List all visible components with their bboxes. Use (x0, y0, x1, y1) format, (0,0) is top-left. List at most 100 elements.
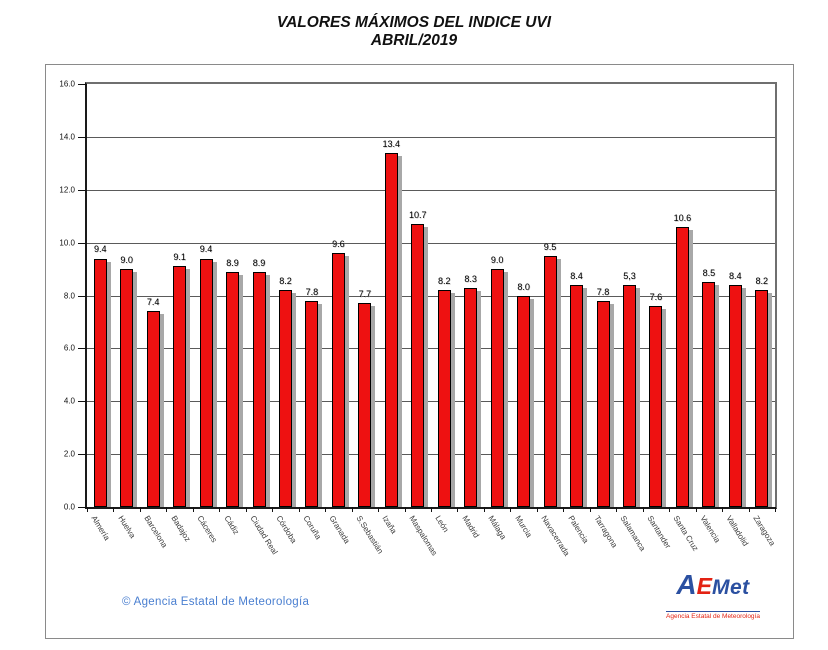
x-axis-label: Barcelona (142, 514, 170, 550)
bar (649, 306, 663, 507)
bar-value-label: 8.9 (226, 257, 239, 268)
copyright-text: © Agencia Estatal de Meteorología (122, 596, 310, 608)
x-axis-tick (722, 507, 724, 512)
x-axis-tick (351, 507, 353, 512)
x-axis-label: S.Sebastián (354, 514, 385, 556)
x-axis-label: Badajoz (168, 514, 192, 544)
x-axis-label: Granada (327, 514, 352, 546)
bar (728, 284, 742, 507)
x-axis-label: Córdoba (274, 514, 299, 545)
x-axis-tick (272, 507, 274, 512)
aemet-logo: AEMet Agencia Estatal de Meteorología (647, 570, 779, 623)
bar (305, 300, 319, 507)
bar (173, 266, 187, 507)
bar-value-label: 8.5 (702, 268, 716, 279)
x-axis-label: León (433, 514, 451, 534)
bar (358, 303, 372, 507)
bar-value-label: 8.0 (517, 281, 530, 292)
y-axis-tick (78, 454, 87, 456)
gridline (87, 348, 775, 350)
y-axis-tick-label: 12.0 (59, 185, 75, 195)
bar (120, 269, 134, 507)
bar-value-label: 9.6 (332, 239, 345, 250)
y-axis-tick (78, 295, 87, 297)
chart-title: VALORES MÁXIMOS DEL INDICE UVI ABRIL/201… (0, 14, 828, 50)
x-axis-label: Cáceres (195, 514, 219, 545)
bar-value-label: 9.0 (120, 255, 133, 266)
aemet-logo-letter-a: A (676, 569, 697, 600)
x-axis-tick (378, 507, 380, 512)
y-axis-tick-label: 0.0 (63, 502, 75, 512)
gridline (87, 401, 775, 403)
gridline (87, 454, 775, 456)
bar-value-label: 8.4 (570, 270, 583, 281)
x-axis-tick (325, 507, 327, 512)
bar-value-label: 8.3 (464, 273, 477, 284)
x-axis-tick (219, 507, 221, 512)
x-axis-tick (431, 507, 432, 512)
x-axis-tick (404, 507, 406, 512)
x-axis-label: Madrid (460, 514, 481, 540)
aemet-logo-letter-e: E (696, 573, 712, 599)
bar (278, 290, 292, 507)
bar-value-label: 9.1 (173, 252, 186, 263)
bar (331, 253, 345, 507)
bar (622, 284, 636, 507)
x-axis-tick (589, 507, 591, 512)
x-axis-tick (245, 507, 247, 512)
bar-value-label: 8.2 (279, 276, 292, 287)
bar (543, 255, 557, 507)
bar (199, 258, 213, 507)
bar-value-label: 9.4 (199, 244, 213, 255)
x-axis-label: Salamanca (618, 514, 648, 553)
x-axis-label: Coruña (301, 514, 323, 542)
bar-value-label: 10.6 (673, 212, 692, 223)
aemet-logo-wordmark: AEMet (647, 570, 779, 605)
y-axis-tick (78, 84, 87, 85)
bar (146, 311, 160, 507)
bar-value-label: 9.4 (93, 244, 107, 255)
y-axis-tick (78, 242, 87, 244)
x-axis-label: Santa Cruz (671, 514, 701, 553)
y-axis-tick-label: 4.0 (63, 396, 75, 406)
x-axis-label: Huelva (116, 514, 137, 540)
bar (437, 290, 451, 507)
bar (252, 271, 266, 507)
x-axis-tick (510, 507, 512, 512)
x-axis-tick (457, 507, 459, 512)
x-axis-label: Murcia (512, 514, 534, 540)
x-axis-tick (87, 507, 88, 512)
bar (596, 300, 610, 507)
gridline (87, 295, 775, 297)
chart-frame: 0.0 2.0 4.0 6.0 8.0 10.0 12.0 14.0 16.0 9.4 Almerí… (45, 64, 794, 639)
x-axis-label: Tarragona (592, 514, 620, 550)
bar-value-label: 7.4 (146, 297, 160, 308)
bar-value-label: 8.4 (729, 270, 742, 281)
y-axis-tick-label: 14.0 (59, 132, 75, 142)
x-axis-label: Zaragoza (751, 514, 777, 548)
bar (464, 287, 478, 507)
y-axis-tick-label: 8.0 (63, 291, 75, 300)
bar-value-label: 7.7 (358, 289, 372, 300)
bar-value-label: 8.2 (437, 276, 451, 287)
x-axis-tick (695, 507, 697, 512)
x-axis-label: Palencia (565, 514, 590, 545)
x-axis-tick (669, 507, 671, 512)
y-axis-tick-label: 16.0 (59, 79, 75, 89)
bar-value-label: 9.0 (490, 255, 504, 266)
x-axis-tick (139, 507, 141, 512)
bar-value-label: 9.5 (543, 241, 557, 252)
x-axis-label: Cádiz (221, 514, 241, 537)
x-axis-tick (748, 507, 750, 512)
bar (570, 284, 584, 507)
bar (226, 271, 240, 507)
bar (384, 152, 398, 507)
x-axis-tick (616, 507, 618, 512)
x-axis-tick (563, 507, 565, 512)
x-axis-tick (298, 507, 300, 512)
x-axis-tick (642, 507, 644, 512)
x-axis-label: Valencia (698, 514, 722, 545)
x-axis-tick (113, 507, 115, 512)
x-axis-tick (536, 507, 538, 512)
